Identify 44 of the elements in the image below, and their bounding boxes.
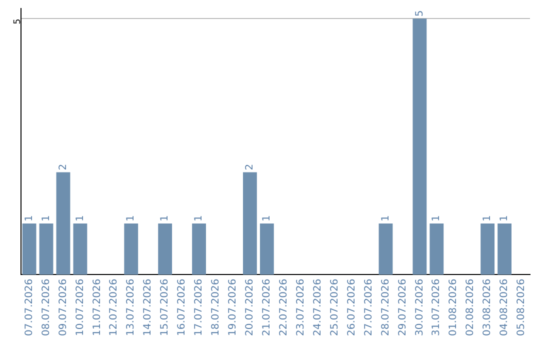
data-label: 1	[482, 215, 494, 222]
x-tick-label: 31.07.2026	[431, 278, 442, 336]
data-label: 1	[380, 215, 392, 222]
x-tick-label: 17.07.2026	[194, 278, 205, 336]
x-tick-label: 05.08.2026	[516, 278, 528, 336]
x-tick-label: 26.07.2026	[346, 278, 358, 336]
x-tick-label: 02.08.2026	[465, 278, 476, 336]
x-tick-label: 30.07.2026	[414, 278, 426, 336]
x-tick-label: 09.07.2026	[58, 278, 69, 336]
x-tick-label: 14.07.2026	[142, 278, 154, 336]
data-label: 1	[262, 215, 273, 222]
x-tick-label: 18.07.2026	[210, 278, 222, 336]
x-tick-label: 16.07.2026	[176, 278, 188, 336]
data-label: 1	[499, 215, 510, 222]
x-tick-label: 04.08.2026	[499, 278, 510, 336]
x-tick-label: 25.07.2026	[329, 278, 340, 336]
x-tick-label: 20.07.2026	[244, 278, 256, 336]
data-label: 1	[40, 215, 52, 222]
x-tick-label: 28.07.2026	[380, 278, 392, 336]
x-tick-label: 15.07.2026	[160, 278, 171, 336]
x-tick-label: 22.07.2026	[278, 278, 290, 336]
data-label: 2	[244, 164, 256, 170]
x-tick-label: 24.07.2026	[312, 278, 324, 336]
data-label: 1	[431, 215, 442, 222]
x-tick-label: 23.07.2026	[295, 278, 306, 336]
data-label: 1	[194, 215, 205, 222]
data-label: 1	[126, 215, 137, 222]
x-tick-label: 01.08.2026	[448, 278, 460, 336]
x-tick-label: 08.07.2026	[40, 278, 52, 336]
x-tick-label: 12.07.2026	[108, 278, 120, 336]
x-tick-label: 13.07.2026	[126, 278, 137, 336]
x-tick-label: 11.07.2026	[92, 278, 103, 336]
x-tick-label: 03.08.2026	[482, 278, 494, 336]
data-label: 1	[74, 215, 86, 222]
data-label: 2	[58, 164, 69, 170]
x-tick-label: 07.07.2026	[24, 278, 35, 336]
data-label: 1	[160, 215, 171, 222]
x-tick-label: 27.07.2026	[363, 278, 374, 336]
x-tick-label: 19.07.2026	[228, 278, 239, 336]
x-tick-label: 10.07.2026	[74, 278, 86, 336]
data-label: 1	[24, 215, 35, 222]
data-label: 5	[414, 10, 426, 17]
x-tick-label: 21.07.2026	[262, 278, 273, 336]
x-tick-label: 29.07.2026	[397, 278, 408, 336]
